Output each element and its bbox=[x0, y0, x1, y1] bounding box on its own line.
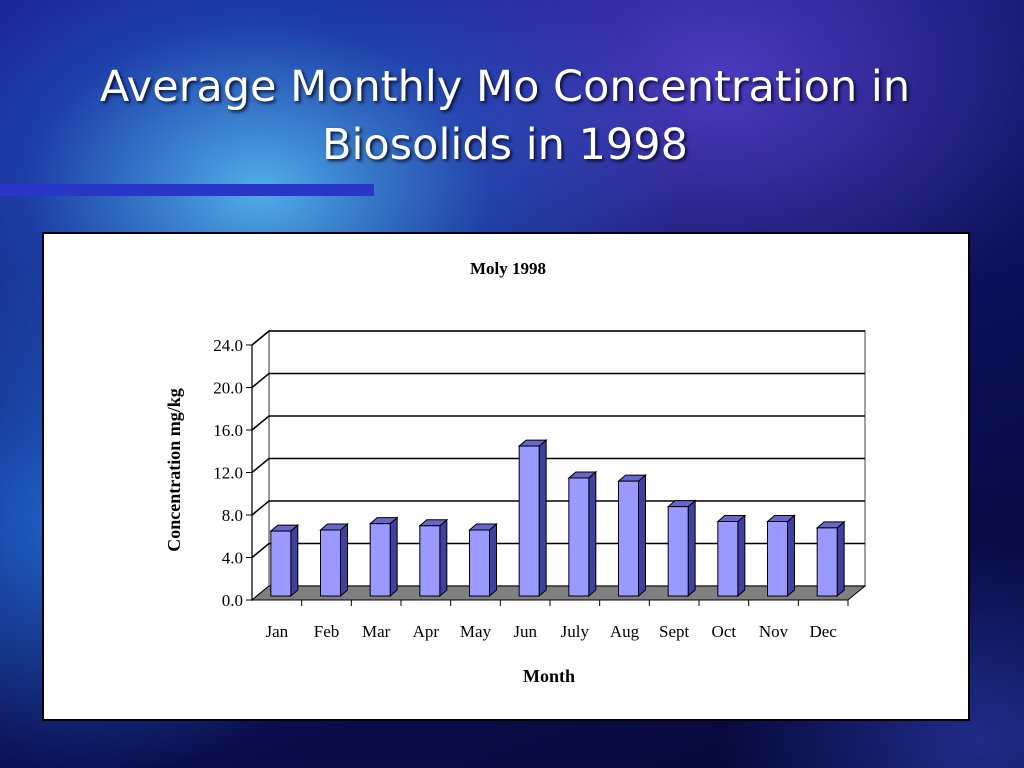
y-tick-label: 24.0 bbox=[213, 336, 243, 355]
chart-title: Moly 1998 bbox=[470, 259, 546, 278]
bar bbox=[568, 477, 590, 597]
bar bbox=[816, 527, 838, 597]
y-axis-label: Concentration mg/kg bbox=[164, 388, 184, 552]
gridline bbox=[251, 372, 865, 389]
bar-side bbox=[389, 516, 398, 598]
title-underline-bar bbox=[0, 184, 374, 196]
bar bbox=[717, 521, 739, 597]
bar bbox=[369, 523, 391, 597]
x-axis-label: Month bbox=[523, 666, 575, 686]
bar-side bbox=[340, 522, 348, 598]
bar-side bbox=[489, 522, 497, 598]
bar-side bbox=[439, 518, 448, 598]
y-tick-label: 4.0 bbox=[222, 549, 243, 568]
x-tick-label: Sept bbox=[659, 622, 690, 641]
bar bbox=[518, 445, 540, 597]
bar bbox=[419, 525, 441, 597]
x-tick-label: Dec bbox=[809, 622, 837, 641]
x-tick-label: July bbox=[561, 622, 590, 641]
gridline bbox=[251, 542, 865, 559]
bar-chart: Moly 1998 Month Concentration mg/kg 0.0 4… bbox=[164, 259, 867, 686]
x-tick-label: Jan bbox=[265, 622, 288, 641]
gridline bbox=[251, 330, 865, 346]
bar-side bbox=[588, 470, 597, 598]
bar-side bbox=[638, 474, 646, 598]
bar-side bbox=[538, 438, 547, 598]
y-tick-label: 12.0 bbox=[213, 464, 243, 483]
gridline bbox=[251, 457, 865, 474]
x-tick-label: Oct bbox=[712, 622, 737, 641]
bar-side bbox=[787, 514, 795, 598]
bar bbox=[469, 529, 490, 597]
x-tick-label: Feb bbox=[314, 622, 340, 641]
y-tick-label: 20.0 bbox=[213, 379, 243, 398]
y-tick-label: 8.0 bbox=[222, 506, 243, 525]
chart-panel: Moly 1998 Month Concentration mg/kg 0.0 4… bbox=[42, 232, 970, 721]
x-tick-label: May bbox=[460, 622, 492, 641]
x-tick-label: Aug bbox=[610, 622, 640, 641]
x-tick-label: Apr bbox=[413, 622, 440, 641]
bar-side bbox=[290, 523, 299, 598]
y-tick-label: 16.0 bbox=[213, 421, 243, 440]
bar bbox=[767, 521, 788, 597]
bar bbox=[618, 480, 639, 597]
gridline bbox=[251, 500, 865, 516]
y-tick-label: 0.0 bbox=[222, 591, 243, 610]
x-tick-label: Jun bbox=[513, 622, 537, 641]
bar bbox=[667, 506, 689, 597]
bar bbox=[320, 529, 341, 597]
bar-side bbox=[737, 514, 746, 598]
bar-side bbox=[687, 499, 696, 598]
plot-area: 0.0 4.0 8.0 12.0 16.0 20.0 24.0 Jan Feb Mar Apr May… bbox=[213, 329, 867, 641]
bar bbox=[270, 530, 292, 597]
slide-title: Average Monthly Mo Concentration in Bios… bbox=[99, 62, 911, 170]
x-tick-label: Nov bbox=[759, 622, 789, 641]
gridline bbox=[251, 415, 865, 431]
x-tick-label: Mar bbox=[362, 622, 391, 641]
bar-side bbox=[836, 520, 845, 598]
